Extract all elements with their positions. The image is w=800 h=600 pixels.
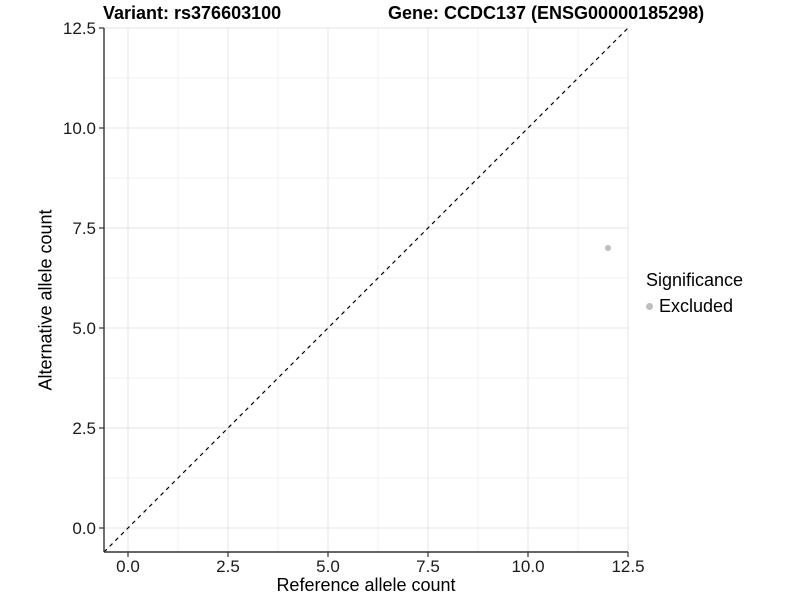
legend-entry-label: Excluded bbox=[659, 296, 734, 316]
x-tick-label: 2.5 bbox=[216, 557, 240, 576]
plot-title-gene: Gene: CCDC137 (ENSG00000185298) bbox=[388, 3, 705, 23]
x-axis-title: Reference allele count bbox=[276, 575, 456, 595]
plot-title-variant: Variant: rs376603100 bbox=[103, 3, 282, 23]
x-tick-label: 12.5 bbox=[611, 557, 644, 576]
x-tick-label: 10.0 bbox=[511, 557, 544, 576]
y-tick-label: 5.0 bbox=[72, 319, 96, 338]
y-tick-label: 2.5 bbox=[72, 419, 96, 438]
data-point bbox=[605, 245, 611, 251]
identity-line bbox=[103, 27, 629, 553]
y-tick-label: 7.5 bbox=[72, 219, 96, 238]
y-tick-label: 12.5 bbox=[63, 19, 96, 38]
x-tick-label: 0.0 bbox=[116, 557, 140, 576]
y-tick-label: 10.0 bbox=[63, 119, 96, 138]
legend-entry-excluded: Excluded bbox=[646, 296, 743, 317]
legend-title: Significance bbox=[646, 270, 744, 290]
y-axis-title: Alternative allele count bbox=[35, 209, 56, 391]
legend-key-dot-icon bbox=[646, 303, 653, 310]
x-tick-label: 7.5 bbox=[416, 557, 440, 576]
legend: Significance Excluded bbox=[646, 270, 743, 317]
x-tick-label: 5.0 bbox=[316, 557, 340, 576]
y-tick-label: 0.0 bbox=[72, 519, 96, 538]
